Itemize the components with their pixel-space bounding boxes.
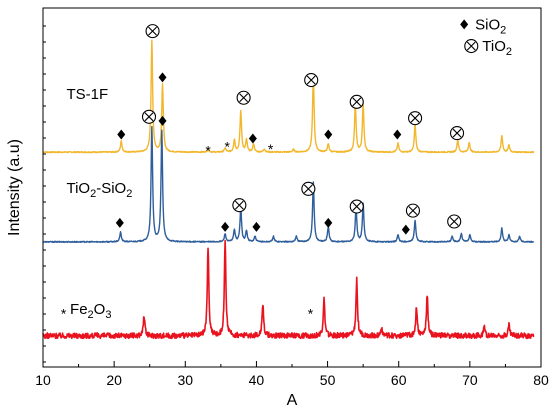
x-tick-label: 60 <box>391 372 407 388</box>
series-labels: TS-1F TiO2-SiO2 Fe2O3 <box>66 86 132 321</box>
tio2-circle-marker <box>145 24 160 39</box>
legend-entry: TiO2 <box>464 38 512 58</box>
sio2-diamond-marker <box>324 129 333 140</box>
fe2o3-star-marker: * <box>225 138 231 154</box>
series-layer <box>42 39 535 340</box>
x-tick-label: 50 <box>320 372 336 388</box>
y-axis-label: Intensity (a.u) <box>6 139 23 236</box>
x-tick-label: 70 <box>462 372 478 388</box>
x-axis: 10 20 30 40 50 60 70 80 <box>35 25 549 388</box>
sio2-diamond-marker <box>221 221 230 232</box>
series-label-2: Fe2O3 <box>70 301 111 321</box>
sio2-diamond-marker <box>401 224 410 235</box>
legend-entry: SiO2 <box>460 16 506 36</box>
x-tick-label: 30 <box>177 372 193 388</box>
annotation-markers: * * * * * <box>61 24 465 322</box>
tio2-circle-marker <box>236 90 251 105</box>
sio2-diamond-marker <box>248 133 257 144</box>
series-line-0 <box>42 39 535 154</box>
series-line-1 <box>42 125 535 244</box>
tio2-circle-marker <box>301 181 316 196</box>
legend-label: TiO2 <box>482 38 512 58</box>
sio2-diamond-marker <box>158 115 167 126</box>
series-label-1: TiO2-SiO2 <box>66 180 132 200</box>
tio2-circle-marker <box>349 199 364 214</box>
sio2-diamond-marker <box>324 217 333 228</box>
x-tick-label: 40 <box>249 372 265 388</box>
fe2o3-star-marker: * <box>308 306 314 322</box>
sio2-diamond-marker <box>115 217 124 228</box>
x-axis-label: A <box>287 392 298 409</box>
x-tick-label: 20 <box>106 372 122 388</box>
x-tick-label: 80 <box>533 372 549 388</box>
sio2-diamond-marker <box>158 72 167 83</box>
x-tick-label: 10 <box>35 372 51 388</box>
tio2-circle-marker <box>304 73 319 88</box>
tio2-circle-marker <box>232 198 247 213</box>
tio2-circle-marker <box>408 111 423 126</box>
sio2-diamond-marker <box>393 129 402 140</box>
fe2o3-star-marker: * <box>205 142 211 158</box>
legend-label: SiO2 <box>475 16 506 36</box>
series-line-2 <box>42 239 535 340</box>
sio2-diamond-marker <box>117 129 126 140</box>
tio2-circle-marker <box>464 39 479 54</box>
tio2-circle-marker <box>141 109 157 124</box>
tio2-circle-marker <box>450 126 465 141</box>
tio2-circle-marker <box>349 94 364 109</box>
sio2-diamond-marker <box>252 221 261 232</box>
series-label-0: TS-1F <box>66 86 108 103</box>
sio2-diamond-marker <box>460 19 469 30</box>
fe2o3-star-marker: * <box>268 141 274 157</box>
tio2-circle-marker <box>447 214 462 229</box>
fe2o3-star-marker: * <box>61 306 67 322</box>
tio2-circle-marker <box>405 203 420 218</box>
